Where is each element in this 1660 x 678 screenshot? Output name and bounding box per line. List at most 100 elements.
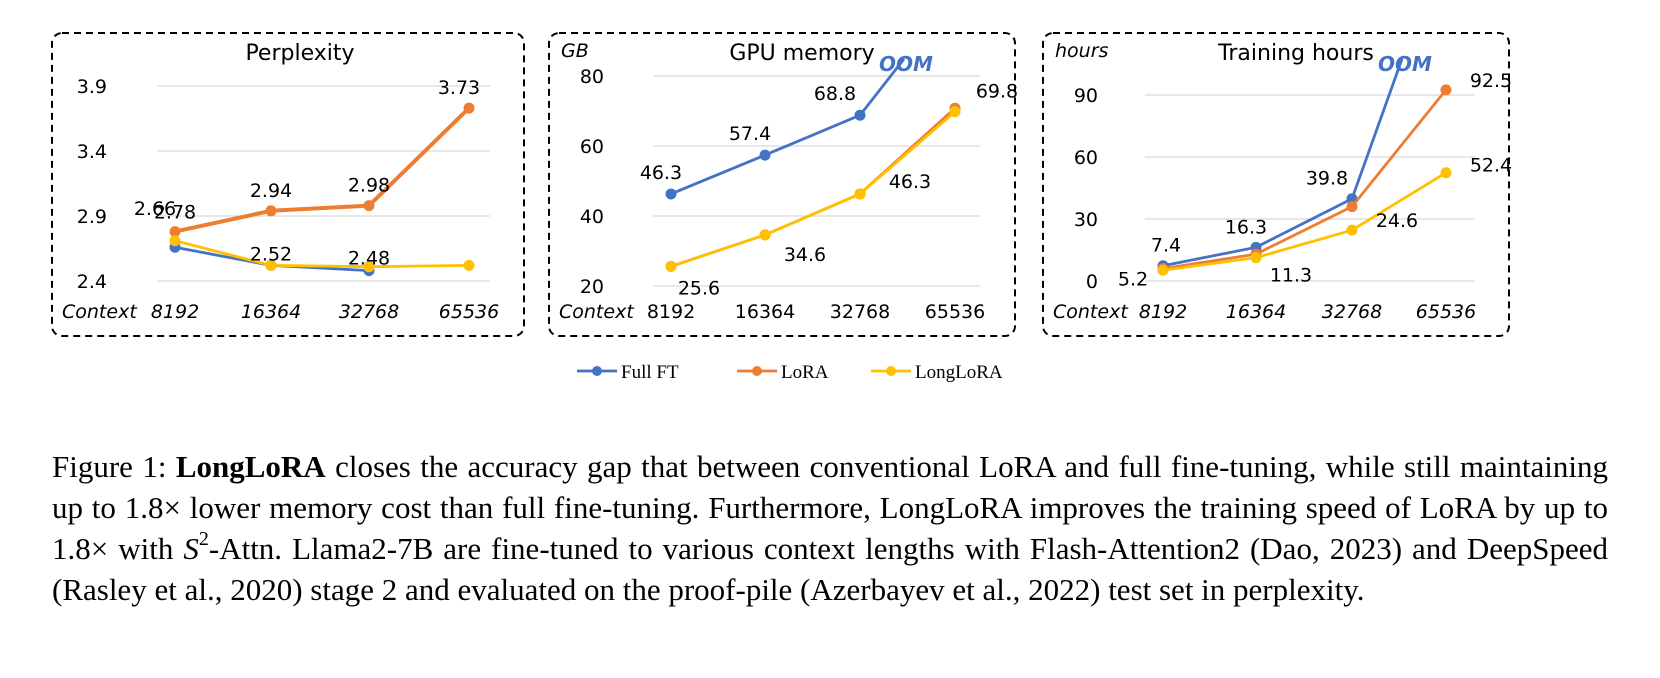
y-tick-label: 90 [1074, 85, 1098, 107]
legend-label: LoRA [781, 362, 829, 383]
data-label: 2.52 [250, 243, 292, 265]
y-unit-label: hours [1055, 40, 1109, 62]
data-label: 2.48 [348, 248, 390, 270]
series-line-lora [1162, 88, 1448, 270]
x-tick-label: 65536 [439, 301, 499, 323]
data-point [265, 259, 277, 271]
chart-title: Training hours [1217, 41, 1374, 66]
panel-frame [1042, 32, 1510, 337]
caption-math-sup: 2 [198, 528, 209, 550]
data-point [759, 229, 771, 241]
x-tick-label: 65536 [1416, 301, 1476, 323]
data-point [665, 260, 677, 272]
legend-item: LongLoRA [871, 362, 1003, 383]
legend-item: LoRA [737, 362, 829, 383]
data-point [1346, 201, 1358, 213]
y-tick-label: 2.9 [77, 206, 107, 228]
x-tick-label: 16364 [735, 301, 795, 323]
x-tick-label: 16364 [1226, 301, 1286, 323]
data-point [363, 261, 375, 273]
series-line-lora [174, 106, 471, 234]
data-label: 11.3 [1270, 265, 1312, 287]
data-label: 2.66 [134, 198, 176, 220]
data-label: 7.4 [1151, 235, 1181, 257]
series-line-full-ft [670, 58, 906, 196]
data-point [169, 235, 181, 247]
chart-title: Perplexity [245, 41, 354, 66]
chart-panel-1: 2.4 2.9 3.4 3.9 Perplexity Context 8192 16364 32… [51, 32, 525, 337]
y-tick-label: 20 [580, 276, 604, 298]
data-label: 5.2 [1118, 268, 1148, 290]
x-tick-label: 8192 [1139, 301, 1187, 323]
y-tick-label: 40 [580, 206, 604, 228]
chart-title: GPU memory [729, 41, 874, 66]
data-label: 34.6 [784, 244, 826, 266]
x-tick-label: 32768 [339, 301, 399, 323]
data-label: 46.3 [640, 162, 682, 184]
x-tick-label: 65536 [925, 301, 985, 323]
caption-part1: closes the accuracy gap that between con… [52, 449, 1608, 566]
data-point [169, 226, 181, 238]
x-axis-label: Context [1053, 301, 1129, 323]
caption-part2: -Attn. Llama2-7B are fine-tuned to vario… [52, 531, 1608, 607]
y-tick-label: 60 [1074, 147, 1098, 169]
data-point [1440, 167, 1452, 179]
legend-item: Full FT [577, 362, 679, 383]
data-label: 2.94 [250, 180, 292, 202]
data-point [265, 205, 277, 217]
series-line-longlora [670, 110, 956, 268]
data-label: 52.4 [1470, 155, 1512, 177]
x-axis-label: Context [62, 301, 138, 323]
panel-frame [548, 32, 1016, 337]
oom-label: OOM [1378, 52, 1432, 76]
chart-panel-2: 20 40 60 80 GPU memory GB Context 8192 16364 3276… [548, 32, 1018, 337]
y-tick-label: 80 [580, 66, 604, 88]
data-point [1250, 252, 1262, 264]
data-label: 16.3 [1225, 216, 1267, 238]
x-tick-label: 32768 [830, 301, 890, 323]
x-tick-label: 8192 [647, 301, 695, 323]
y-tick-label: 30 [1074, 209, 1098, 231]
y-tick-label: 2.4 [77, 271, 107, 293]
data-label: 24.6 [1376, 210, 1418, 232]
data-point [363, 200, 375, 212]
x-tick-label: 8192 [151, 301, 199, 323]
caption-math-base: S [183, 531, 199, 566]
data-label: 2.78 [154, 202, 196, 224]
data-point [1346, 224, 1358, 236]
oom-label: OOM [879, 52, 933, 76]
y-tick-label: 3.9 [77, 76, 107, 98]
data-label: 39.8 [1306, 168, 1348, 190]
legend-swatch-marker [592, 366, 602, 376]
y-tick-label: 3.4 [77, 141, 107, 163]
data-point [854, 109, 866, 121]
data-point [759, 149, 771, 161]
series-line-full-ft [1162, 58, 1404, 268]
data-point [665, 188, 677, 200]
data-label: 46.3 [889, 171, 931, 193]
data-label: 57.4 [729, 123, 771, 145]
legend-label: Full FT [621, 362, 679, 383]
legend-swatch-marker [752, 366, 762, 376]
data-point [1440, 84, 1452, 96]
figure-panels: 2.4 2.9 3.4 3.9 Perplexity Context 8192 16364 32… [51, 32, 1512, 383]
data-label: 25.6 [678, 277, 720, 299]
caption-lead: Figure 1: [52, 449, 176, 484]
data-point [949, 106, 961, 118]
data-point [1157, 264, 1169, 276]
chart-panel-3: 0 30 60 90 Training hours hours Context 8192 163… [1042, 32, 1512, 337]
x-tick-label: 32768 [1322, 301, 1382, 323]
data-label: 92.5 [1470, 70, 1512, 92]
legend: Full FT LoRA LongLoRA [577, 362, 1003, 383]
y-tick-label: 60 [580, 136, 604, 158]
caption-bold: LongLoRA [175, 449, 326, 484]
data-point [854, 188, 866, 200]
legend-label: LongLoRA [915, 362, 1003, 383]
x-axis-label: Context [559, 301, 635, 323]
data-label: 68.8 [814, 83, 856, 105]
data-label: 69.8 [976, 81, 1018, 103]
data-label: 3.73 [438, 77, 480, 99]
series-line-longlora [174, 239, 470, 269]
data-point [463, 259, 475, 271]
figure-caption: Figure 1: LongLoRA closes the accuracy g… [52, 446, 1608, 610]
